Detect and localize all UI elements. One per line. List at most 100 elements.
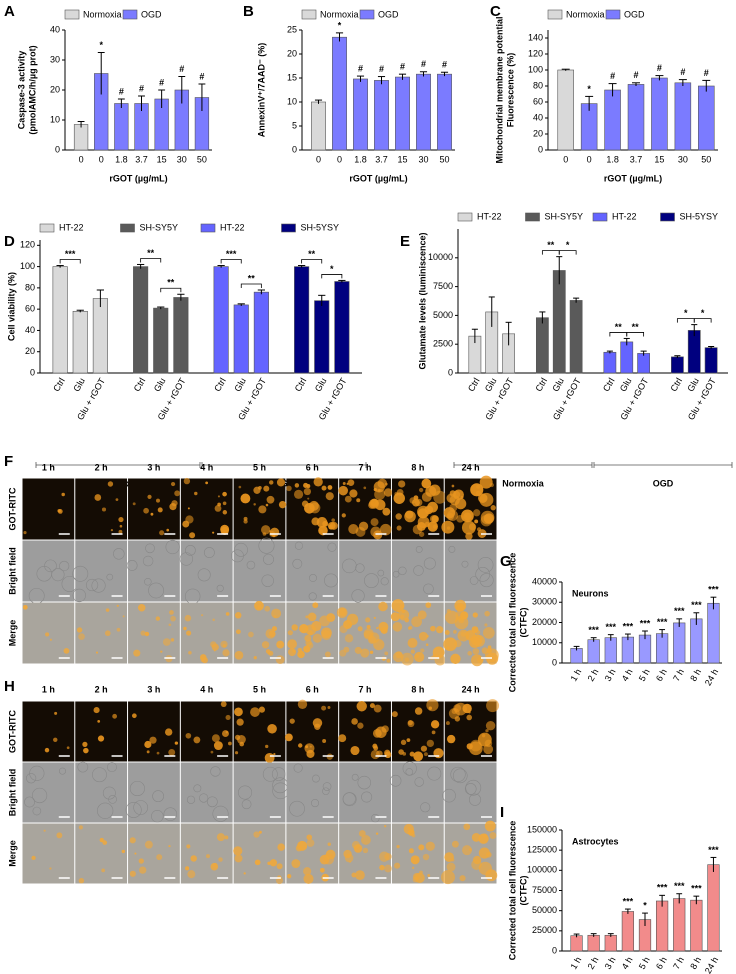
fluorescence-spot (76, 627, 83, 633)
x-tick-label: Glu (483, 376, 499, 393)
fluorescence-spot (99, 837, 104, 843)
fluorescence-spot (193, 736, 201, 744)
y-axis-label: (CTFC) (518, 876, 528, 906)
cell-outline (106, 762, 117, 773)
fluorescence-spot (418, 531, 425, 537)
time-label: 7 h (359, 462, 372, 472)
x-tick-label: 6 h (654, 667, 669, 683)
fluorescence-spot (213, 741, 223, 750)
fluorescence-spot (369, 703, 375, 709)
bar (133, 266, 149, 374)
fluorescence-spot (483, 513, 494, 524)
fluorescence-spot (339, 625, 348, 634)
cell-outline (361, 791, 373, 803)
fluorescence-spot (474, 519, 479, 524)
cell-outline (246, 560, 256, 570)
row-label: GOT-RITC (7, 487, 17, 530)
fluorescence-spot (417, 516, 430, 529)
significance-label: *** (691, 884, 702, 894)
fluorescence-spot (187, 507, 190, 510)
fluorescence-spot (379, 523, 392, 536)
fluorescence-spot (363, 486, 367, 490)
significance-label: * (330, 264, 334, 274)
legend-label: OGD (141, 9, 162, 19)
fluorescence-spot (449, 503, 458, 512)
micrograph-tile (444, 762, 497, 823)
y-tick-label: 10 (287, 96, 297, 106)
fluorescence-spot (78, 877, 85, 884)
cell-outline (59, 560, 70, 572)
fluorescence-spot (210, 750, 214, 754)
fluorescence-spot (53, 737, 58, 743)
fluorescence-spot (49, 638, 53, 641)
fluorescence-spot (238, 485, 242, 489)
legend-swatch (39, 223, 55, 233)
fluorescence-spot (390, 612, 400, 622)
fluorescence-spot (348, 523, 359, 535)
fluorescence-spot (309, 500, 319, 511)
fluorescence-spot (22, 604, 28, 610)
y-axis-label: Caspase-3 activity (16, 51, 26, 130)
bar (655, 633, 669, 664)
bar (621, 911, 635, 952)
fluorescence-spot (319, 529, 324, 534)
cell-outline (129, 780, 145, 797)
fluorescence-spot (355, 870, 365, 880)
row-label: Merge (7, 840, 17, 867)
cell-outline (479, 573, 494, 588)
fluorescence-spot (426, 699, 439, 712)
fluorescence-spot (186, 844, 191, 849)
cell-outline (469, 576, 479, 585)
fluorescence-spot (66, 746, 70, 750)
bar (213, 266, 229, 374)
x-tick-label: 2 h (586, 667, 601, 683)
cell-outline (414, 777, 424, 787)
fluorescence-spot (441, 520, 455, 534)
significance-label: *** (65, 249, 76, 259)
fluorescence-spot (297, 699, 308, 709)
x-tick-label: 5 h (637, 667, 652, 683)
x-axis-label: rGOT (µg/mL) (109, 173, 167, 183)
fluorescence-spot (101, 507, 107, 512)
fluorescence-spot (253, 656, 257, 660)
legend-label: SH-SY5Y (140, 222, 179, 232)
fluorescence-spot (222, 649, 230, 657)
fluorescence-spot (303, 487, 312, 496)
fluorescence-spot (303, 645, 311, 653)
fluorescence-spot (61, 492, 65, 497)
significance-label: * (684, 308, 688, 318)
legend-label: HT-22 (477, 211, 502, 221)
fluorescence-spot (397, 610, 400, 613)
x-tick-label: 50 (197, 154, 207, 164)
time-label: 1 h (42, 462, 55, 472)
y-tick-label: 10000 (428, 252, 453, 262)
cell-outline (452, 768, 468, 784)
fluorescence-spot (288, 648, 297, 657)
x-tick-label: 3 h (603, 955, 618, 971)
fluorescence-spot (351, 872, 357, 878)
fluorescence-spot (112, 713, 118, 719)
cell-outline (58, 767, 66, 775)
fluorescence-spot (461, 509, 474, 523)
bar (603, 351, 617, 374)
cell-outline (151, 810, 164, 823)
fluorescence-spot (434, 654, 446, 666)
x-tick-label: 3.7 (135, 154, 148, 164)
fluorescence-spot (110, 529, 114, 532)
fluorescence-spot (234, 707, 243, 717)
fluorescence-spot (243, 872, 246, 875)
fluorescence-spot (294, 483, 300, 488)
fluorescence-spot (485, 729, 489, 733)
y-tick-label: 0 (292, 144, 297, 154)
fluorescence-spot (262, 532, 267, 536)
fluorescence-spot (373, 639, 385, 651)
row-label: Bright field (7, 769, 17, 817)
fluorescence-spot (417, 610, 427, 620)
x-tick-label: 24 h (703, 667, 720, 687)
fluorescence-spot (97, 735, 105, 742)
x-tick-label: Glu (550, 376, 566, 393)
fluorescence-spot (265, 503, 269, 507)
micrograph-tile (75, 478, 128, 540)
bar (570, 648, 583, 664)
fluorescence-spot (121, 849, 126, 854)
